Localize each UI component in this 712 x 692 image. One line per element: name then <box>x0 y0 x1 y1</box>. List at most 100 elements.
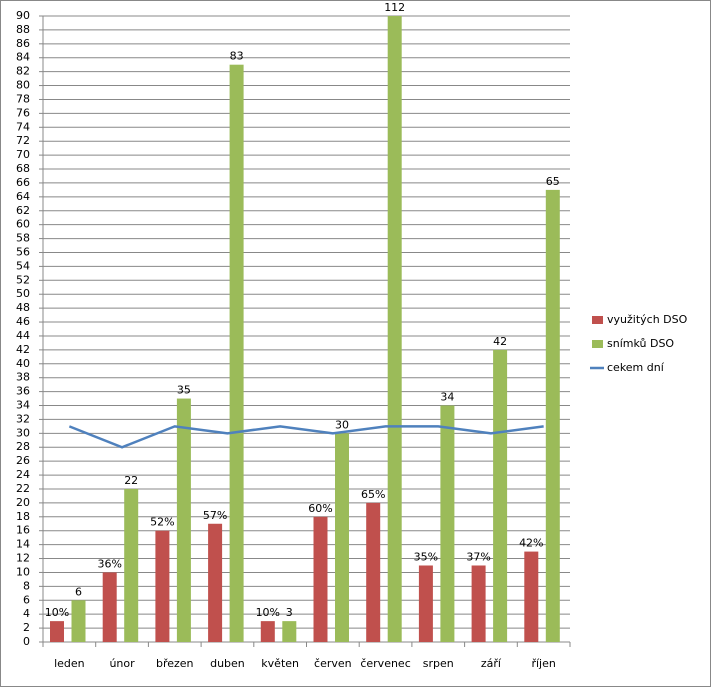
bar <box>124 488 139 642</box>
x-tick-label: květen <box>261 657 299 670</box>
y-tick-label: 86 <box>16 37 30 50</box>
bar <box>50 621 64 642</box>
y-tick-label: 32 <box>16 412 30 425</box>
x-tick-label: březen <box>156 657 194 670</box>
y-tick-label: 58 <box>16 232 30 245</box>
bar <box>418 565 433 642</box>
y-tick-label: 52 <box>16 273 30 286</box>
y-tick-label: 42 <box>16 343 30 356</box>
data-label: 30 <box>335 418 349 431</box>
data-label: 112 <box>384 1 405 14</box>
y-tick-label: 66 <box>16 176 30 189</box>
data-label: 52% <box>150 516 174 529</box>
data-label: 42% <box>519 537 543 550</box>
bar <box>102 572 117 642</box>
x-tick-label: srpen <box>423 657 454 670</box>
y-tick-label: 78 <box>16 92 30 105</box>
data-label: 10% <box>256 606 280 619</box>
bar <box>440 405 455 642</box>
x-tick-label: leden <box>54 657 85 670</box>
y-tick-label: 72 <box>16 134 30 147</box>
bar <box>229 64 244 642</box>
legend-label: cekem dní <box>607 361 665 374</box>
bar <box>208 523 223 642</box>
data-label: 34 <box>440 391 454 404</box>
y-tick-label: 34 <box>16 399 30 412</box>
data-label: 42 <box>493 335 507 348</box>
y-tick-label: 60 <box>16 218 30 231</box>
y-tick-label: 44 <box>16 329 30 342</box>
bar <box>282 621 297 642</box>
legend-label: snímků DSO <box>607 337 674 350</box>
y-tick-label: 74 <box>16 120 30 133</box>
bar <box>155 530 170 642</box>
data-label: 65% <box>361 488 385 501</box>
bar <box>493 349 508 642</box>
bar <box>260 621 275 642</box>
y-tick-label: 48 <box>16 301 30 314</box>
y-tick-label: 6 <box>23 593 30 606</box>
y-tick-label: 88 <box>16 23 30 36</box>
data-label: 3 <box>286 606 293 619</box>
x-tick-label: září <box>481 657 502 670</box>
y-tick-label: 70 <box>16 148 30 161</box>
y-tick-label: 0 <box>23 635 30 648</box>
data-label: 60% <box>308 502 332 515</box>
y-tick-label: 90 <box>16 9 30 22</box>
data-label: 22 <box>124 474 138 487</box>
y-tick-label: 76 <box>16 106 30 119</box>
y-tick-label: 56 <box>16 245 30 258</box>
data-label: 6 <box>75 585 82 598</box>
y-tick-label: 24 <box>16 468 30 481</box>
x-tick-label: únor <box>109 657 135 670</box>
data-label: 36% <box>97 557 121 570</box>
y-tick-label: 36 <box>16 385 30 398</box>
y-tick-label: 2 <box>23 621 30 634</box>
y-tick-label: 38 <box>16 371 30 384</box>
x-tick-label: červen <box>314 657 352 670</box>
legend-swatch <box>592 316 603 324</box>
x-tick-label: červenec <box>360 657 410 670</box>
y-tick-label: 22 <box>16 482 30 495</box>
y-tick-label: 4 <box>23 607 30 620</box>
y-tick-label: 62 <box>16 204 30 217</box>
line <box>68 425 544 449</box>
data-label: 83 <box>230 50 244 63</box>
y-tick-label: 12 <box>16 552 30 565</box>
plot-area <box>50 16 560 642</box>
y-tick-label: 10 <box>16 565 30 578</box>
x-tick-label: říjen <box>531 657 555 670</box>
bar <box>71 600 86 642</box>
y-tick-label: 30 <box>16 426 30 439</box>
y-tick-label: 18 <box>16 510 30 523</box>
bar <box>387 16 402 642</box>
y-tick-label: 64 <box>16 190 30 203</box>
y-tick-label: 14 <box>16 538 30 551</box>
y-tick-label: 68 <box>16 162 30 175</box>
bar <box>524 551 539 642</box>
data-label: 35% <box>414 550 438 563</box>
y-tick-label: 54 <box>16 259 30 272</box>
data-label: 10% <box>45 606 69 619</box>
y-tick-label: 80 <box>16 79 30 92</box>
bar <box>313 516 328 642</box>
y-tick-label: 28 <box>16 440 30 453</box>
legend-label: využitých DSO <box>607 313 688 326</box>
x-tick-label: duben <box>210 657 245 670</box>
y-tick-label: 84 <box>16 51 30 64</box>
bar <box>545 189 560 642</box>
y-tick-label: 8 <box>23 579 30 592</box>
y-tick-label: 20 <box>16 496 30 509</box>
data-label: 37% <box>466 550 490 563</box>
data-label: 65 <box>546 175 560 188</box>
y-tick-label: 26 <box>16 454 30 467</box>
y-tick-label: 82 <box>16 65 30 78</box>
legend-swatch <box>592 340 603 348</box>
bar <box>471 565 486 642</box>
data-label: 35 <box>177 384 191 397</box>
y-tick-label: 16 <box>16 524 30 537</box>
y-tick-label: 46 <box>16 315 30 328</box>
y-tick-label: 40 <box>16 357 30 370</box>
y-tick-label: 50 <box>16 287 30 300</box>
